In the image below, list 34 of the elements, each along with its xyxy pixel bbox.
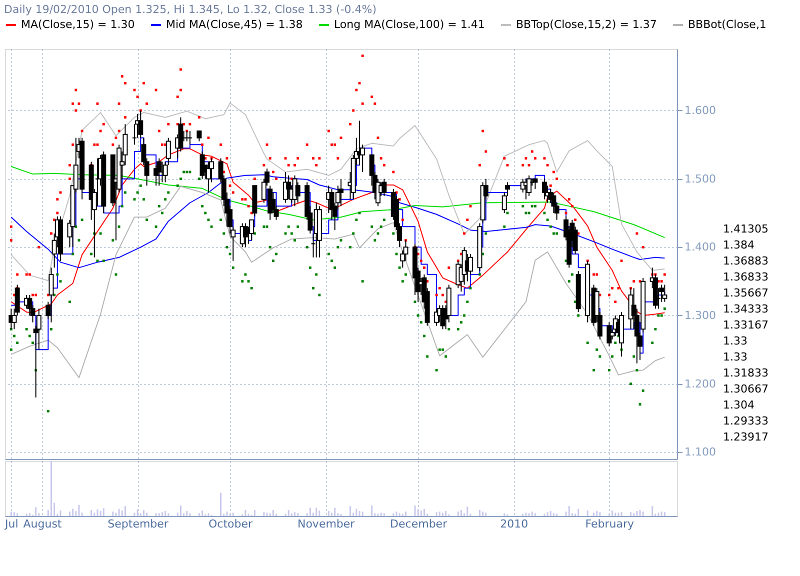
text: 1.29333 <box>723 414 768 428</box>
text: 1.30667 <box>723 382 768 396</box>
text: 1.31833 <box>723 366 768 380</box>
text: 1.36883 <box>723 254 768 268</box>
x-tick-label: Jul <box>4 518 18 530</box>
text: 1.34333 <box>723 302 768 316</box>
x-tick-label: October <box>208 518 254 530</box>
x-tick-label: December <box>390 518 448 530</box>
y-tick-label: 1.500 <box>684 172 716 186</box>
legend-label: BBBot(Close,1 <box>688 18 766 31</box>
text: 1.33 <box>723 350 748 364</box>
text: 1.35667 <box>723 286 768 300</box>
text: 1.41305 <box>723 222 768 236</box>
text: 1.33167 <box>723 318 768 332</box>
x-tick-label: September <box>108 518 169 530</box>
x-tick-label: February <box>585 518 635 530</box>
x-tick-label: November <box>297 518 356 530</box>
x-tick-label: August <box>23 518 62 530</box>
y-tick-label: 1.200 <box>684 377 716 390</box>
y-tick-label: 1.300 <box>684 309 716 322</box>
text: 1.23917 <box>723 430 768 444</box>
y-tick-label: 1.400 <box>684 240 716 254</box>
chart-title: Daily 19/02/2010 Open 1.325, Hi 1.345, Lo 1.32, Close 1.33 (-0.4%) <box>4 3 377 16</box>
x-tick-label: 2010 <box>500 518 528 530</box>
legend-label: BBTop(Close,15,2) = 1.37 <box>516 18 657 31</box>
legend-label: MA(Close,15) = 1.30 <box>21 18 135 31</box>
legend-label: Long MA(Close,100) = 1.41 <box>334 18 485 31</box>
text: 1.33 <box>723 334 748 348</box>
text: 1.304 <box>723 398 754 412</box>
y-tick-label: 1.100 <box>684 446 716 459</box>
text: 1.36833 <box>723 270 768 284</box>
y-tick-label: 1.600 <box>684 104 716 117</box>
text: 1.384 <box>723 238 754 252</box>
legend-label: Mid MA(Close,45) = 1.38 <box>166 18 303 31</box>
